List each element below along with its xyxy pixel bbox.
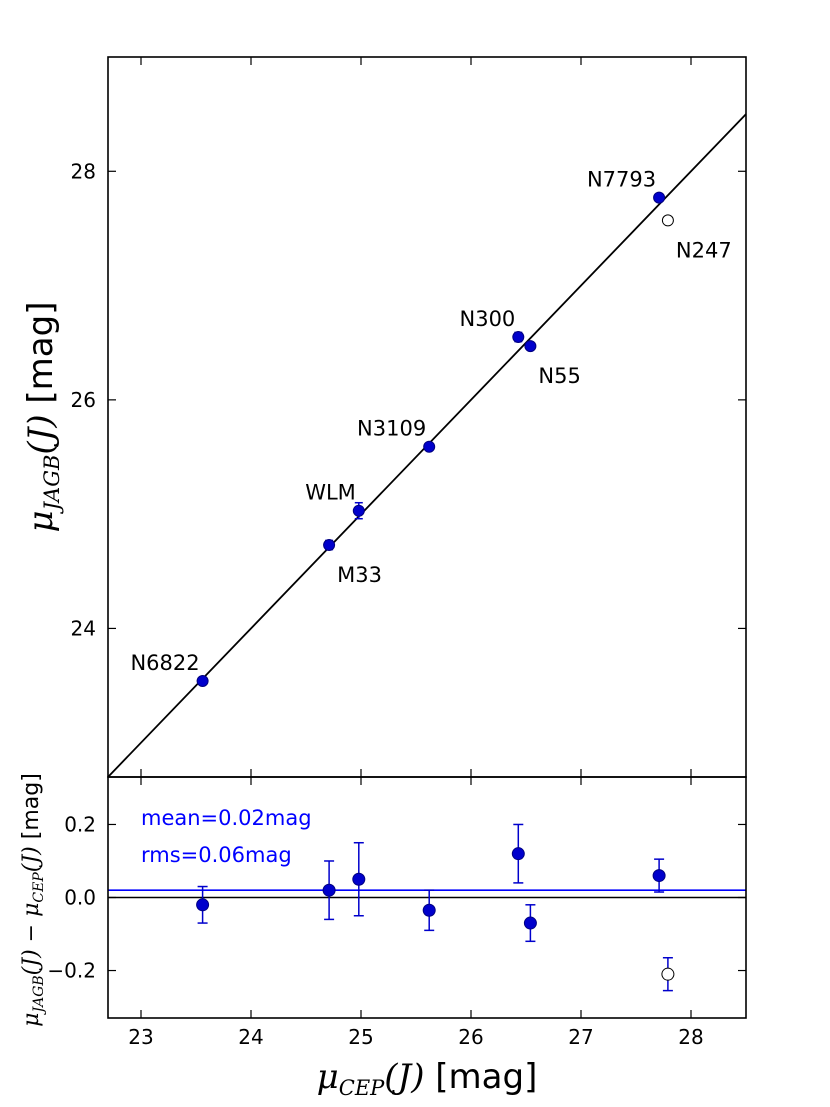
top-data-point [512,331,525,343]
bottom-data-point [652,869,666,883]
bottom-ylabel-arg2: (J) [19,846,44,872]
bottom-ylabel-arg1: (J) [19,949,44,975]
xlabel-unit: [mag] [424,1057,537,1097]
bottom-xtick-label: 24 [238,1025,263,1049]
top-data-point [661,214,674,227]
rms-annotation: rms=0.06mag [141,843,292,867]
bottom-data-point [661,967,675,981]
galaxy-label: WLM [305,481,356,505]
x-axis-title: μCEP(J) [mag] [317,1057,538,1100]
bottom-xtick-label: 23 [128,1025,153,1049]
galaxy-label: M33 [337,563,382,587]
bottom-ylabel-sub2: CEP [31,872,47,903]
top-data-point [196,675,209,687]
bottom-xtick-label: 28 [678,1025,703,1049]
top-ylabel-sub: JAGB [40,455,64,515]
galaxy-label: N3109 [357,417,426,441]
bottom-ylabel-minus: − [19,917,44,949]
top-ylabel-arg: (J) [21,414,61,454]
bottom-data-point [523,916,537,930]
bottom-ylabel-unit: [mag] [19,773,44,846]
xlabel-sub: CEP [339,1076,385,1100]
bottom-xtick-label: 25 [348,1025,373,1049]
bottom-ytick-label: 0.2 [64,812,96,836]
galaxy-label: N300 [460,307,516,331]
bottom-data-point [352,872,366,886]
bottom-data-point [511,847,525,861]
top-ytick-label: 28 [71,159,96,183]
bottom-panel: 23 24 25 26 27 28 −0.2 0.0 0.2 mean=0.02mag rms… [19,773,747,1100]
galaxy-label: N7793 [587,168,656,192]
top-data-point [323,539,336,551]
galaxy-label: N6822 [130,651,199,675]
top-data-point [653,191,666,204]
xlabel-mu: μ [317,1057,339,1097]
galaxy-label: N247 [676,238,732,262]
top-ylabel-mu: μ [21,510,61,532]
bottom-ytick-label: −0.2 [47,959,96,983]
top-y-axis-title: μJAGB(J) [mag] [21,302,64,533]
bottom-data-point [322,883,336,897]
bottom-ylabel-mu1: μ [19,1013,44,1027]
mean-annotation: mean=0.02mag [141,806,312,830]
bottom-data-point [422,903,436,917]
top-plot-frame [107,56,747,778]
bottom-xtick-label: 27 [568,1025,593,1049]
top-ytick-label: 26 [71,388,96,412]
top-ylabel-unit: [mag] [21,302,61,415]
top-data-point [524,340,537,353]
bottom-ylabel-mu2: μ [19,903,44,917]
xlabel-arg: (J) [384,1057,424,1097]
bottom-xtick-label: 26 [458,1025,483,1049]
bottom-data-point [196,898,210,912]
galaxy-label: N55 [538,364,580,388]
top-data-point [423,440,436,453]
top-ytick-label: 24 [71,616,96,640]
top-data-point [352,504,365,517]
bottom-ytick-label: 0.0 [64,886,96,910]
bottom-y-axis-title: μJAGB(J) − μCEP(J) [mag] [19,773,47,1027]
bottom-ylabel-sub1: JAGB [31,975,47,1015]
